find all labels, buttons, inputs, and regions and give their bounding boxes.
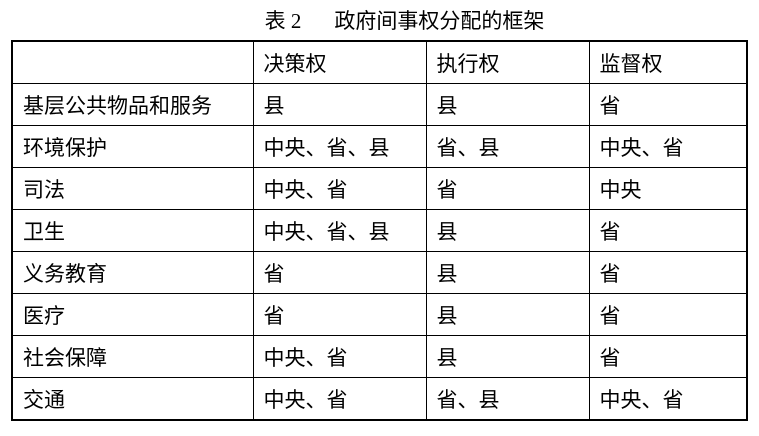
row-category: 司法 (11, 167, 254, 210)
cell-decision: 省 (252, 293, 427, 336)
cell-supervision: 省 (588, 293, 748, 336)
cell-decision: 中央、省、县 (252, 125, 427, 168)
table-row: 基层公共物品和服务 县 县 省 (11, 83, 748, 126)
table-row: 司法 中央、省 省 中央 (11, 167, 748, 210)
cell-decision: 中央、省 (252, 377, 427, 421)
authority-allocation-table: 决策权 执行权 监督权 基层公共物品和服务 县 县 省 环境保护 中央、省、县 … (11, 40, 748, 421)
cell-execution: 省、县 (425, 125, 590, 168)
table-title: 表 2 政府间事权分配的框架 (0, 8, 759, 34)
cell-supervision: 省 (588, 251, 748, 294)
cell-execution: 县 (425, 335, 590, 378)
header-row: 决策权 执行权 监督权 (11, 40, 748, 84)
table-row: 环境保护 中央、省、县 省、县 中央、省 (11, 125, 748, 168)
row-category: 卫生 (11, 209, 254, 252)
cell-supervision: 中央、省 (588, 125, 748, 168)
cell-decision: 中央、省、县 (252, 209, 427, 252)
table-row: 社会保障 中央、省 县 省 (11, 335, 748, 378)
cell-execution: 省 (425, 167, 590, 210)
cell-decision: 县 (252, 83, 427, 126)
cell-decision: 中央、省 (252, 335, 427, 378)
header-cell-decision: 决策权 (252, 40, 427, 84)
table-row: 义务教育 省 县 省 (11, 251, 748, 294)
cell-execution: 省、县 (425, 377, 590, 421)
table-title-text: 政府间事权分配的框架 (334, 9, 545, 33)
header-cell-supervision: 监督权 (588, 40, 748, 84)
row-category: 医疗 (11, 293, 254, 336)
cell-supervision: 省 (588, 83, 748, 126)
cell-decision: 中央、省 (252, 167, 427, 210)
row-category: 环境保护 (11, 125, 254, 168)
row-category: 交通 (11, 377, 254, 421)
cell-execution: 县 (425, 209, 590, 252)
cell-supervision: 中央 (588, 167, 748, 210)
header-cell-empty (11, 40, 254, 84)
cell-execution: 县 (425, 251, 590, 294)
cell-execution: 县 (425, 83, 590, 126)
table-row: 医疗 省 县 省 (11, 293, 748, 336)
row-category: 社会保障 (11, 335, 254, 378)
cell-supervision: 省 (588, 209, 748, 252)
row-category: 义务教育 (11, 251, 254, 294)
cell-supervision: 省 (588, 335, 748, 378)
cell-execution: 县 (425, 293, 590, 336)
header-cell-execution: 执行权 (425, 40, 590, 84)
cell-decision: 省 (252, 251, 427, 294)
table-row: 卫生 中央、省、县 县 省 (11, 209, 748, 252)
cell-supervision: 中央、省 (588, 377, 748, 421)
table-row: 交通 中央、省 省、县 中央、省 (11, 377, 748, 421)
row-category: 基层公共物品和服务 (11, 83, 254, 126)
table-number-label: 表 2 (264, 9, 302, 33)
